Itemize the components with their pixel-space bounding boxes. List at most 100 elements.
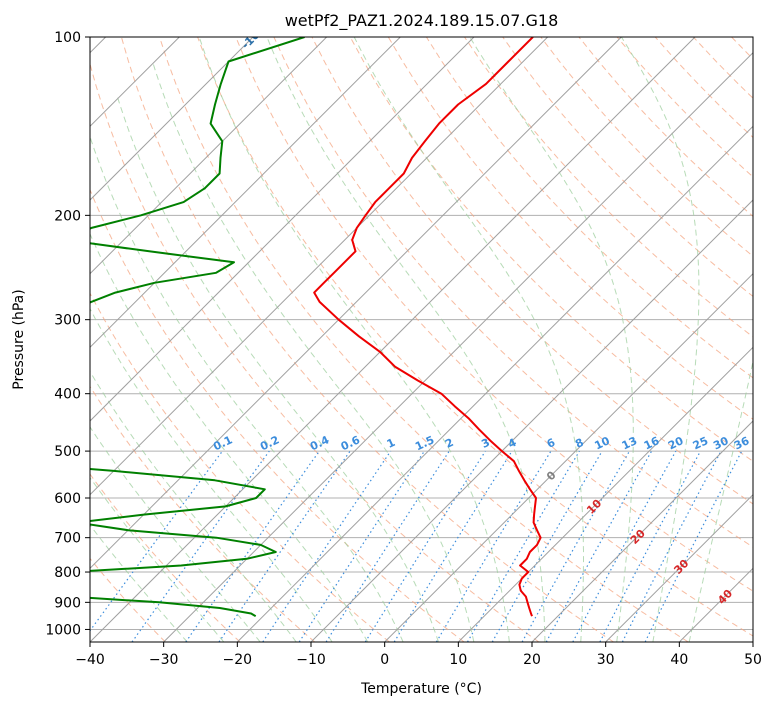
mixing-ratio-label: 0.1: [211, 433, 234, 453]
moist-adiabat-line: [116, 94, 439, 642]
isotherm-line: [605, 493, 753, 642]
dry-adiabat-line: [464, 37, 753, 338]
x-tick-label: 10: [449, 652, 467, 668]
mixing-ratio-line: [572, 450, 677, 642]
moist-adiabat-line: [90, 232, 369, 642]
mixing-ratio-line: [599, 450, 702, 642]
mixing-ratio-label: 30: [711, 434, 731, 452]
isotherm-line: [384, 272, 753, 642]
dry-adiabat-line: [90, 62, 540, 642]
dry-adiabat-line: [425, 37, 753, 379]
y-tick-label: 100: [54, 30, 81, 46]
mixing-ratio-label: 1.5: [413, 433, 436, 453]
mixing-ratio-label: 1: [385, 436, 397, 451]
sounding-profiles: [90, 37, 542, 618]
x-tick-label: 40: [670, 652, 688, 668]
moist-adiabat-line: [266, 37, 546, 642]
mixing-ratio-line: [644, 450, 743, 642]
moist-adiabat-line: [688, 359, 753, 642]
plot-frame: [89, 36, 754, 643]
x-tick-label: −40: [75, 652, 105, 668]
isotherms: [90, 37, 753, 642]
mixing-ratio-label: 6: [545, 436, 558, 451]
dry-adiabat-line: [692, 37, 753, 99]
pressure-gridlines: [90, 37, 753, 630]
dry-adiabat-line: [90, 188, 465, 642]
mixing-ratio-label: 25: [691, 434, 710, 452]
mixing-ratio-line: [218, 450, 351, 642]
plot-area: 0.10.20.40.611.52346810131620253036-100-…: [90, 0, 753, 642]
moist-adiabat-line: [90, 476, 225, 642]
mixing-ratio-label: 36: [732, 434, 752, 452]
mixing-ratio-line: [466, 450, 580, 642]
y-tick-label: 700: [54, 531, 81, 547]
x-tick-label: −20: [223, 652, 253, 668]
x-tick-label: −10: [296, 652, 326, 668]
dry-adiabat-line: [578, 37, 753, 218]
isotherm-line: [236, 125, 753, 642]
moist-adiabat-line: [152, 61, 475, 642]
x-tick-label: 50: [744, 652, 762, 668]
y-tick-label: 800: [54, 565, 81, 581]
mixing-ratio-label: 2: [443, 436, 455, 451]
axis-ticks: −40 −30 −20 −10 0 10 20 30 40 5010020030040050060…: [45, 30, 762, 668]
mixing-ratio-line: [262, 450, 392, 642]
y-tick-label: 900: [54, 595, 81, 611]
dry-adiabat-line: [349, 37, 753, 462]
moist-adiabat-line: [90, 370, 297, 642]
moist-adiabat-line: [620, 37, 700, 642]
isotherm-label: 40: [715, 587, 735, 607]
mixing-ratio-label: 3: [479, 436, 491, 451]
dry-adiabat-line: [387, 37, 753, 420]
mixing-ratio-label: 0.4: [308, 433, 331, 453]
temperature-profile: [313, 37, 542, 617]
isotherm-line: [752, 641, 753, 642]
x-axis-title: Temperature (°C): [360, 681, 482, 697]
mixing-ratio-line: [185, 450, 320, 642]
y-tick-label: 1000: [45, 622, 81, 638]
isotherm-line: [90, 37, 622, 570]
y-tick-label: 600: [54, 491, 81, 507]
dry-adiabat-line: [235, 37, 753, 592]
dry-adiabat-line: [120, 37, 614, 642]
dry-adiabat-line: [159, 37, 689, 642]
x-tick-label: −30: [149, 652, 179, 668]
dewpoint-profile: [90, 37, 305, 618]
dry-adiabats: [90, 37, 753, 642]
dry-adiabat-line: [90, 292, 390, 642]
mixing-ratio-line: [364, 450, 486, 642]
isotherm-line: [90, 37, 328, 275]
x-tick-label: 20: [523, 652, 541, 668]
isotherm-line: [90, 37, 475, 422]
isotherm-line: [457, 346, 753, 642]
moist-adiabat-line: [90, 426, 261, 642]
dry-adiabat-line: [654, 37, 753, 139]
isotherm-line: [310, 199, 753, 642]
moist-adiabat-line: [353, 37, 584, 642]
dry-adiabat-line: [502, 37, 753, 298]
isotherm-line: [531, 420, 753, 642]
mixing-ratio-label: 16: [642, 434, 662, 452]
y-tick-label: 500: [54, 444, 81, 460]
x-tick-label: 0: [380, 652, 389, 668]
y-axis-title: Pressure (hPa): [11, 289, 27, 389]
isotherm-line: [90, 37, 254, 201]
mixing-ratio-line: [298, 450, 425, 642]
y-tick-label: 300: [54, 313, 81, 329]
mixing-ratio-label: 13: [620, 434, 639, 452]
dry-adiabat-line: [90, 385, 316, 642]
dry-adiabat-line: [273, 37, 753, 548]
dry-adiabat-line: [90, 473, 241, 642]
moist-adiabat-line: [469, 37, 634, 642]
x-tick-label: 30: [597, 652, 615, 668]
isotherm-line: [90, 37, 696, 642]
isotherm-label: -90: [359, 0, 382, 6]
mixing-ratio-line: [393, 450, 513, 642]
isotherm-line: [163, 51, 753, 642]
dry-adiabat-line: [311, 37, 753, 505]
moist-adiabat-line: [198, 37, 510, 642]
isotherm-line: [90, 37, 401, 349]
chart-title: wetPf2_PAZ1.2024.189.15.07.G18: [285, 11, 559, 31]
mixing-ratio-label: 20: [666, 434, 686, 452]
mixing-ratio-label: 10: [593, 434, 613, 452]
